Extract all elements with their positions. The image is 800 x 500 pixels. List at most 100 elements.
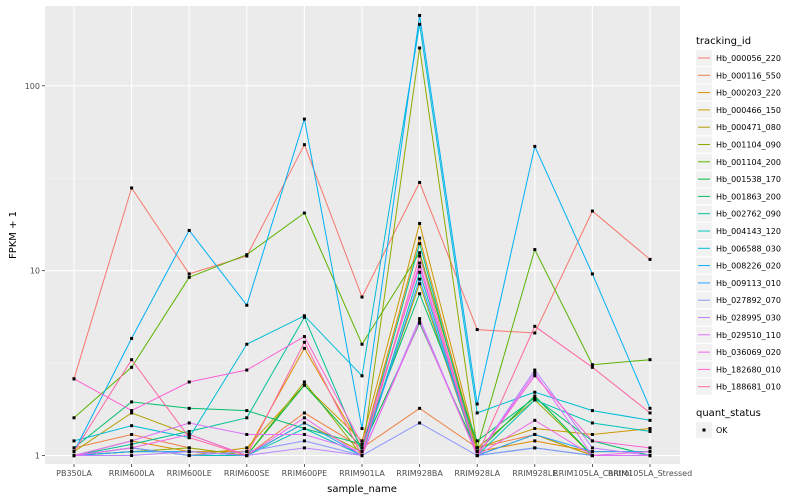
legend-label: Hb_001104_200 [716, 158, 781, 167]
data-point [187, 446, 191, 450]
data-point [533, 396, 537, 400]
legend-label: Hb_036069_020 [716, 348, 781, 357]
legend-label: Hb_028995_030 [716, 314, 781, 323]
data-point [187, 421, 191, 425]
data-point [418, 421, 422, 425]
data-point [302, 416, 306, 420]
data-point [187, 429, 191, 433]
legend-label: Hb_000471_080 [716, 123, 781, 132]
x-tick-label: RRIM600PE [282, 469, 328, 478]
data-point [187, 454, 191, 458]
data-point [72, 377, 76, 381]
legend-label: Hb_000466_150 [716, 106, 781, 115]
data-point [648, 450, 652, 454]
y-tick-label: 1 [35, 452, 40, 461]
data-point [130, 365, 134, 369]
data-point [302, 335, 306, 339]
legend-label: Hb_008226_020 [716, 262, 781, 271]
data-point [360, 450, 364, 454]
data-point [590, 363, 594, 367]
data-point [648, 429, 652, 433]
data-point [302, 446, 306, 450]
data-point [475, 439, 479, 443]
data-point [130, 409, 134, 413]
data-point [590, 209, 594, 213]
data-point [590, 446, 594, 450]
x-tick-label: RRIM600LA [109, 469, 155, 478]
data-point [245, 368, 249, 372]
data-point [533, 446, 537, 450]
data-point [590, 454, 594, 458]
data-point [475, 454, 479, 458]
data-point [418, 292, 422, 296]
data-point [533, 331, 537, 335]
y-tick-label: 100 [25, 82, 40, 91]
data-point [475, 446, 479, 450]
x-tick-label: RRIM928BA [396, 469, 443, 478]
data-point [130, 454, 134, 458]
data-point [475, 402, 479, 406]
data-point [245, 253, 249, 257]
data-point [72, 450, 76, 454]
data-point [648, 411, 652, 415]
data-point [590, 421, 594, 425]
data-point [302, 314, 306, 318]
x-tick-label: RRIM901LA [339, 469, 385, 478]
data-point [130, 400, 134, 404]
data-point [418, 270, 422, 274]
series-points [72, 13, 652, 458]
data-point [245, 450, 249, 454]
legend-label: Hb_001104_090 [716, 141, 781, 150]
data-point [130, 424, 134, 428]
legend-quant-status: quant_status OK [696, 408, 761, 438]
data-point [533, 324, 537, 328]
data-point [590, 365, 594, 369]
data-point [187, 272, 191, 276]
data-point [418, 13, 422, 17]
data-point [418, 221, 422, 225]
x-tick-label: RRIM600LE [167, 469, 212, 478]
data-point [360, 454, 364, 458]
data-point [590, 432, 594, 436]
data-point [302, 340, 306, 344]
data-point [187, 406, 191, 410]
data-point [648, 427, 652, 431]
data-point [302, 346, 306, 350]
data-point [302, 432, 306, 436]
data-point [533, 439, 537, 443]
data-point [533, 427, 537, 431]
data-point [475, 328, 479, 332]
data-point [418, 406, 422, 410]
data-point [533, 390, 537, 394]
data-point [418, 46, 422, 50]
data-point [418, 236, 422, 240]
legend2-key-point [702, 428, 706, 432]
x-axis: PB350LA RRIM600LA RRIM600LE RRIM600SE RRIM60… [56, 464, 692, 478]
data-point [418, 320, 422, 324]
data-point [130, 186, 134, 190]
data-point [418, 22, 422, 26]
legend-label: Hb_029510_110 [716, 331, 781, 340]
data-point [302, 427, 306, 431]
data-point [360, 427, 364, 431]
data-point [187, 228, 191, 232]
legend-label: Hb_188681_010 [716, 383, 781, 392]
data-point [302, 421, 306, 425]
y-tick-label: 10 [30, 267, 40, 276]
legend-label: Hb_001538_170 [716, 175, 781, 184]
data-point [130, 432, 134, 436]
data-point [360, 374, 364, 378]
legend-title: tracking_id [696, 36, 751, 47]
data-point [590, 409, 594, 413]
data-point [418, 282, 422, 286]
data-point [590, 450, 594, 454]
data-point [533, 394, 537, 398]
legend-tracking-id: tracking_id Hb_000056_220 Hb_000116_550 Hb… [696, 36, 781, 395]
legend-label: Hb_001863_200 [716, 192, 781, 201]
legend-quant-status-title: quant_status [696, 408, 761, 419]
data-point [130, 450, 134, 454]
data-point [130, 442, 134, 446]
data-point [302, 380, 306, 384]
data-point [187, 275, 191, 279]
